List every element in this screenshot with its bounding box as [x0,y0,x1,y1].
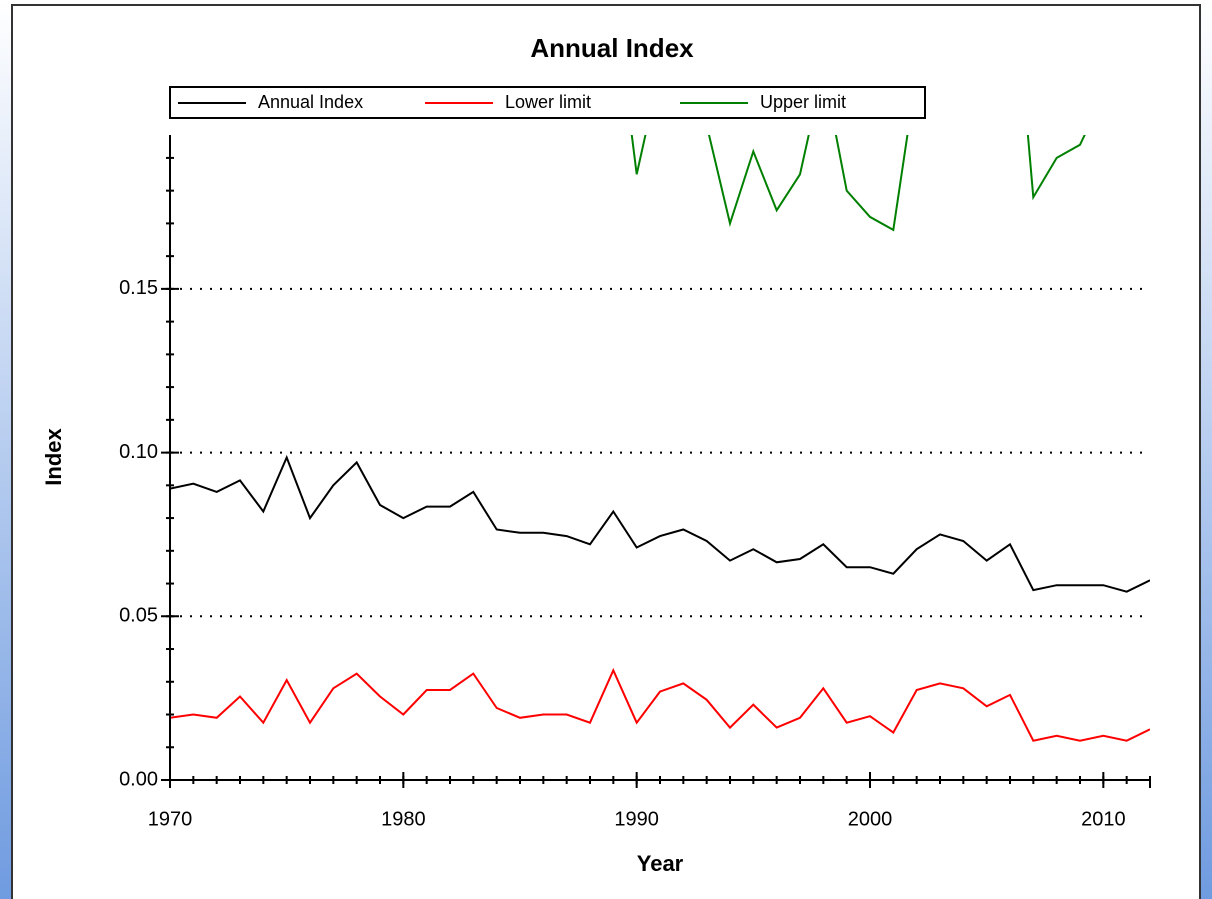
legend-label: Upper limit [760,92,846,112]
y-tick-label: 0.15 [119,277,158,299]
legend-label: Lower limit [505,92,591,112]
axes: 0.00 0.05 0.10 0.15 1970 1980 1990 2000 2010 [119,135,1151,830]
legend: Annual Index Lower limit Upper limit [178,92,846,112]
x-tick-label: 1980 [381,808,426,830]
x-tick-label: 2000 [848,808,893,830]
x-tick-label: 2010 [1081,808,1126,830]
grid [170,287,1150,618]
legend-label: Annual Index [258,92,363,112]
legend-box [169,86,926,119]
series-line [170,454,1150,593]
y-axis-label: Index [41,428,66,486]
x-axis-label: Year [637,851,684,876]
plot-lines [170,135,1150,742]
y-tick-label: 0.00 [119,768,158,790]
chart-title: Annual Index [530,33,694,63]
x-tick-label: 1990 [614,808,659,830]
y-tick-label: 0.10 [119,441,158,463]
y-tick-label: 0.05 [119,605,158,627]
series-line [170,667,1150,742]
x-tick-label: 1970 [148,808,193,830]
